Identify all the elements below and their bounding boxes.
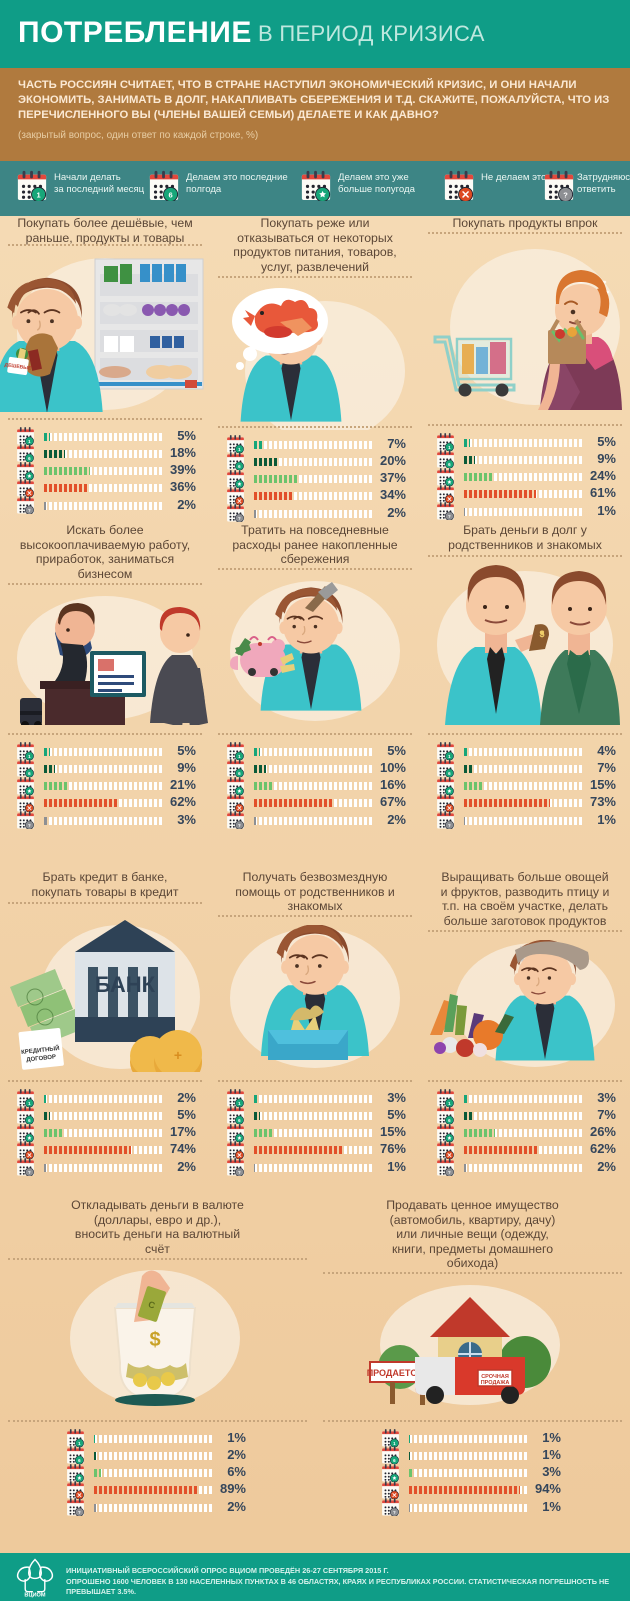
- svg-text:?: ?: [238, 516, 241, 521]
- svg-text:?: ?: [238, 1170, 241, 1175]
- svg-text:+: +: [174, 1047, 182, 1063]
- svg-text:?: ?: [28, 508, 31, 513]
- svg-text:?: ?: [448, 1170, 451, 1175]
- svg-text:?: ?: [448, 823, 451, 828]
- svg-text:ПРОДАЖА: ПРОДАЖА: [481, 1380, 510, 1386]
- svg-text:$: $: [149, 1329, 160, 1351]
- svg-text:6: 6: [168, 191, 172, 200]
- svg-text:?: ?: [238, 823, 241, 828]
- svg-text:?: ?: [28, 823, 31, 828]
- svg-text:?: ?: [563, 191, 568, 200]
- svg-text:?: ?: [78, 1510, 81, 1515]
- svg-text:?: ?: [28, 1170, 31, 1175]
- svg-text:ВЦИОМ: ВЦИОМ: [24, 1593, 45, 1598]
- svg-text:?: ?: [393, 1510, 396, 1515]
- svg-text:$: $: [539, 629, 544, 639]
- svg-text:ПРОДАЕТСЯ: ПРОДАЕТСЯ: [367, 1368, 424, 1378]
- svg-text:?: ?: [448, 514, 451, 519]
- svg-text:БАНК: БАНК: [95, 972, 156, 997]
- svg-text:1: 1: [36, 191, 40, 200]
